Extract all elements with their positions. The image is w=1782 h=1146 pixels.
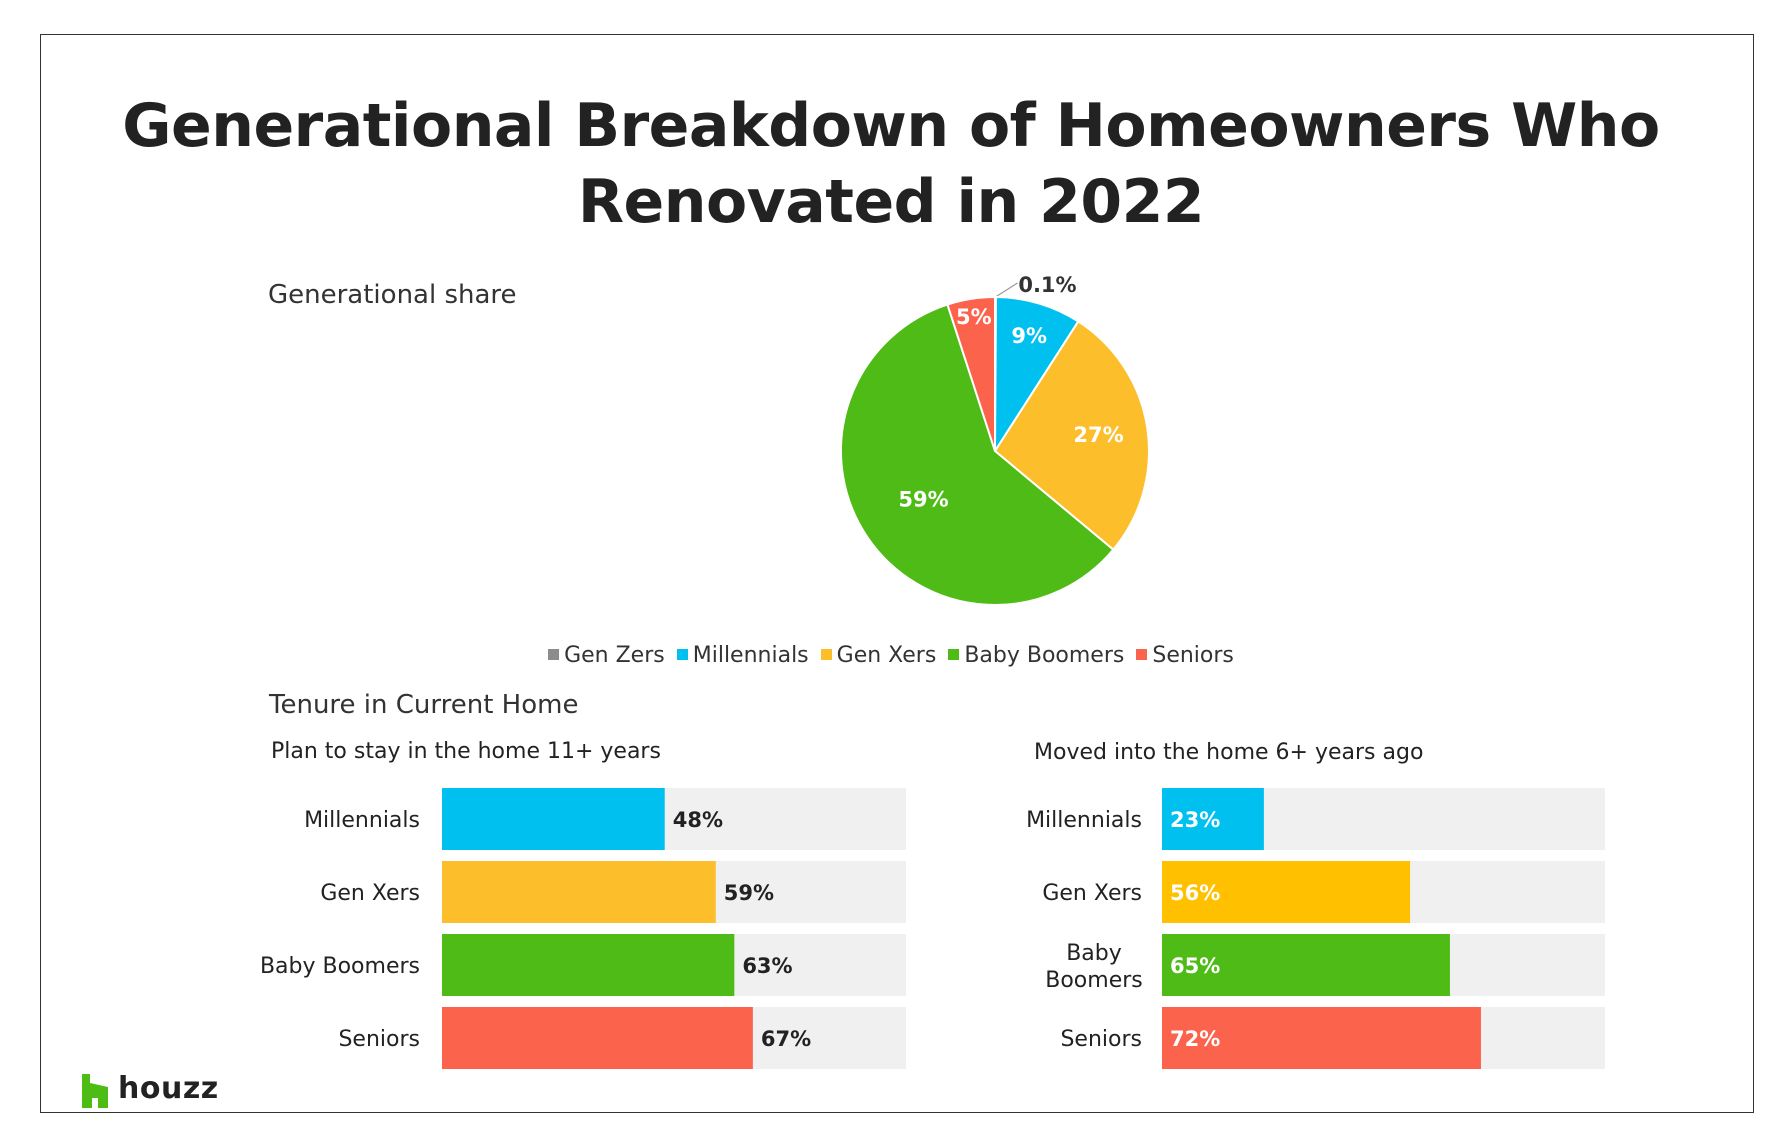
legend-label: Gen Zers: [564, 643, 665, 668]
legend-item-seniors: Seniors: [1136, 643, 1234, 668]
pie-legend: Gen Zers Millennials Gen Xers Baby Boomers S…: [0, 643, 1782, 668]
legend-swatch: [1136, 649, 1148, 660]
houzz-logo-text: houzz: [118, 1071, 219, 1106]
stay-chart-title: Plan to stay in the home 11+ years: [271, 739, 661, 764]
houzz-logo-icon: [82, 1074, 108, 1108]
legend-label: Millennials: [692, 643, 809, 668]
tenure-section-label: Tenure in Current Home: [269, 690, 579, 720]
title-line-1: Generational Breakdown of Homeowners Who: [122, 91, 1660, 161]
legend-item-millennials: Millennials: [676, 643, 809, 668]
legend-item-baby-boomers: Baby Boomers: [948, 643, 1124, 668]
legend-label: Gen Xers: [836, 643, 937, 668]
moved-chart-title: Moved into the home 6+ years ago: [1034, 740, 1424, 765]
pie-section-label: Generational share: [268, 280, 517, 310]
legend-label: Baby Boomers: [964, 643, 1125, 668]
legend-item-gen-zers: Gen Zers: [548, 643, 665, 668]
legend-swatch: [676, 649, 688, 660]
legend-swatch: [820, 649, 832, 660]
legend-swatch: [948, 649, 960, 660]
slide-frame: [40, 34, 1754, 1113]
legend-item-gen-xers: Gen Xers: [820, 643, 937, 668]
legend-swatch: [548, 649, 560, 660]
page-title: Generational Breakdown of Homeowners Who…: [0, 88, 1782, 240]
title-line-2: Renovated in 2022: [577, 167, 1205, 237]
legend-label: Seniors: [1152, 643, 1234, 668]
